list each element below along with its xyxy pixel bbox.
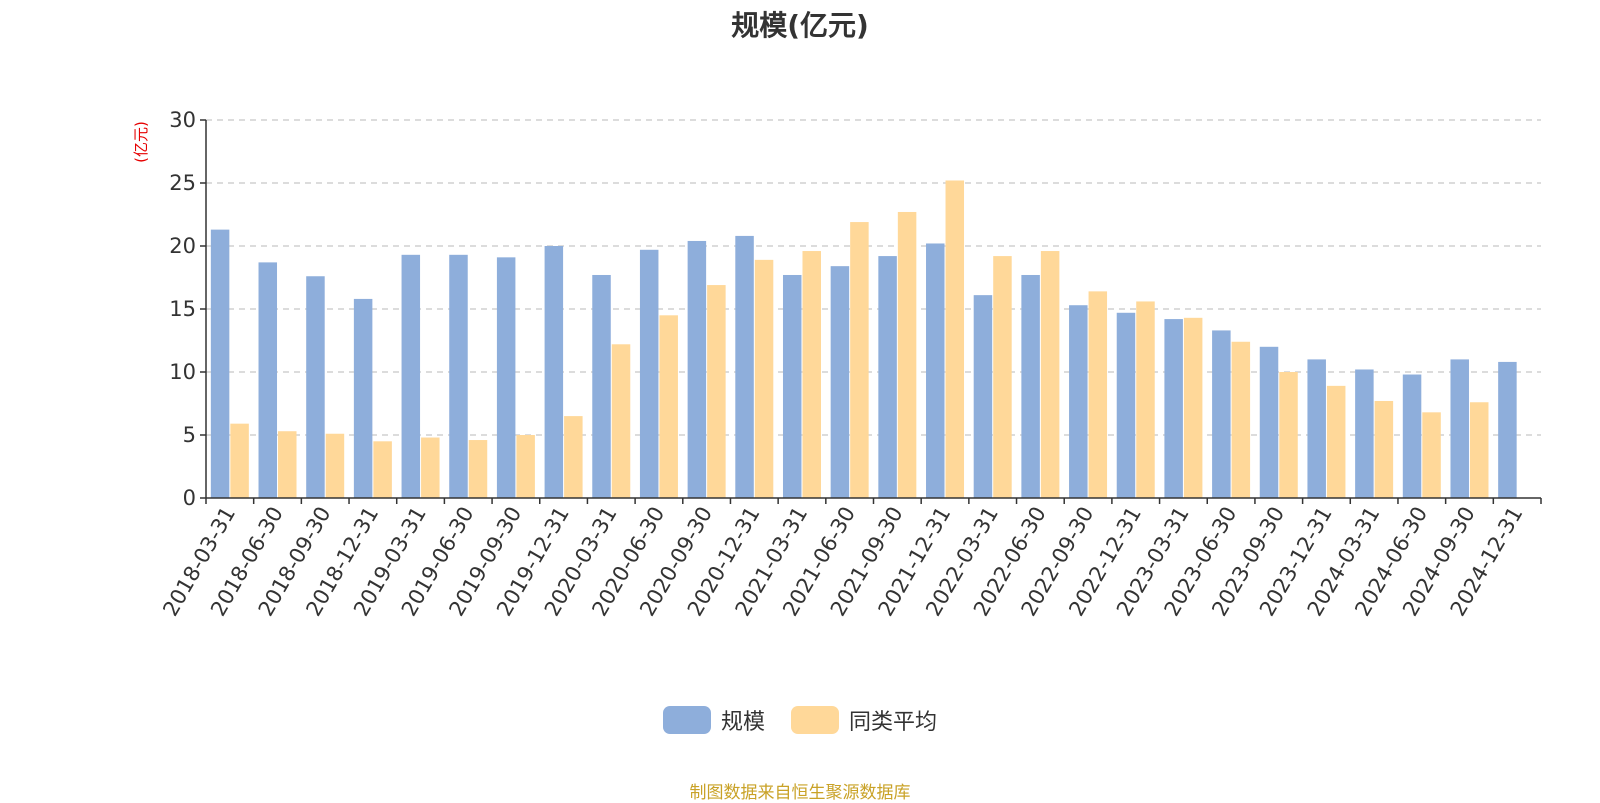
chart-title: 规模(亿元) [731, 9, 869, 42]
bar-scale[interactable] [1355, 369, 1374, 498]
bar-peer-average[interactable] [802, 251, 821, 498]
bar-peer-average[interactable] [850, 222, 869, 498]
bar-scale[interactable] [735, 235, 754, 499]
bar-scale[interactable] [878, 256, 897, 498]
legend-item-scale[interactable]: 规模 [662, 704, 765, 736]
y-axis-label: (亿元) [132, 121, 150, 163]
bar-peer-average[interactable] [1469, 402, 1489, 498]
bar-peer-average[interactable] [707, 285, 726, 498]
bar-scale[interactable] [449, 254, 468, 498]
y-tick-label: 20 [169, 234, 196, 258]
bar-scale[interactable] [973, 295, 993, 498]
bar-scale[interactable] [353, 298, 373, 498]
y-tick-label: 0 [183, 486, 196, 510]
bar-peer-average[interactable] [1040, 251, 1060, 498]
bar-peer-average[interactable] [230, 423, 249, 498]
bar-scale[interactable] [1307, 359, 1326, 498]
bar-scale[interactable] [782, 274, 802, 498]
bar-peer-average[interactable] [516, 435, 535, 498]
bar-scale[interactable] [1069, 305, 1088, 498]
bar-peer-average[interactable] [611, 344, 631, 498]
bar-peer-average[interactable] [659, 315, 678, 498]
bar-scale[interactable] [401, 254, 421, 498]
bar-scale[interactable] [210, 229, 230, 498]
bar-scale[interactable] [496, 257, 516, 498]
bar-peer-average[interactable] [1231, 341, 1251, 498]
bar-scale[interactable] [830, 266, 850, 498]
legend-swatch-peer-average [791, 706, 839, 734]
bar-peer-average[interactable] [1183, 317, 1203, 498]
legend-label-scale: 规模 [720, 710, 765, 735]
bar-peer-average[interactable] [1279, 372, 1298, 498]
bar-peer-average[interactable] [1422, 412, 1441, 498]
y-tick-label: 10 [169, 360, 196, 384]
bar-scale[interactable] [639, 249, 659, 498]
bar-peer-average[interactable] [1088, 291, 1108, 498]
legend-label-peer-average: 同类平均 [849, 710, 938, 735]
bar-peer-average[interactable] [897, 211, 917, 499]
bar-peer-average[interactable] [564, 416, 583, 498]
bar-scale[interactable] [1021, 274, 1040, 498]
bar-scale[interactable] [1259, 346, 1279, 498]
bar-scale[interactable] [687, 240, 707, 498]
bar-peer-average[interactable] [421, 437, 440, 498]
bar-scale[interactable] [926, 243, 945, 498]
y-tick-label: 25 [169, 171, 196, 195]
bar-peer-average[interactable] [278, 431, 297, 498]
y-tick-label: 15 [169, 297, 196, 321]
bar-peer-average[interactable] [468, 440, 488, 498]
bar-peer-average[interactable] [325, 433, 345, 498]
legend: 规模 同类平均 [0, 704, 1600, 736]
bar-scale[interactable] [1212, 330, 1231, 498]
source-note: 制图数据来自恒生聚源数据库 [689, 783, 911, 803]
bar-scale[interactable] [258, 262, 278, 498]
bar-peer-average[interactable] [1136, 301, 1155, 498]
bar-scale[interactable] [1116, 312, 1136, 498]
bar-chart: 0510152025302018-03-312018-06-302018-09-… [132, 108, 1542, 620]
bar-scale[interactable] [592, 274, 611, 498]
bar-peer-average[interactable] [993, 256, 1012, 498]
bar-peer-average[interactable] [945, 180, 965, 499]
bar-scale[interactable] [544, 246, 564, 498]
legend-swatch-scale [662, 706, 711, 734]
bar-peer-average[interactable] [754, 259, 774, 498]
bar-peer-average[interactable] [1326, 385, 1346, 498]
legend-item-peer-average[interactable]: 同类平均 [791, 704, 937, 736]
bar-scale[interactable] [1402, 374, 1422, 498]
bar-scale[interactable] [1450, 359, 1469, 498]
y-tick-label: 5 [183, 423, 196, 447]
y-tick-label: 30 [169, 108, 196, 132]
bar-peer-average[interactable] [373, 441, 392, 498]
bar-scale[interactable] [1498, 361, 1517, 498]
bar-scale[interactable] [306, 276, 325, 498]
bar-peer-average[interactable] [1374, 400, 1394, 498]
bar-scale[interactable] [1164, 319, 1183, 498]
bars [210, 180, 1517, 499]
